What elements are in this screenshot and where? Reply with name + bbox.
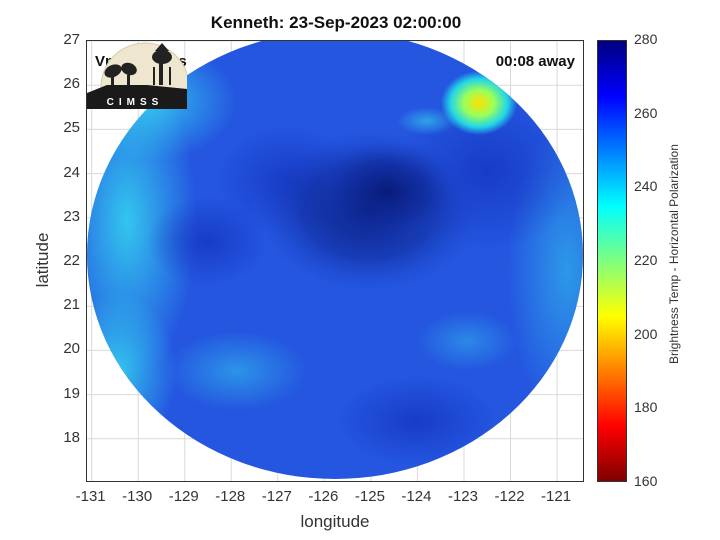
y-tick-label: 21 <box>63 296 80 314</box>
brightness-temp-map <box>87 41 583 481</box>
colorbar-tick-label: 160 <box>634 473 658 489</box>
y-tick-label: 24 <box>63 163 80 181</box>
map-plot-area: Vmax: 24 kts 00:08 away CIMSS <box>86 40 584 482</box>
microwave-swath <box>87 41 583 479</box>
time-away-label: 00:08 away <box>495 53 575 70</box>
x-tick-label: -124 <box>401 488 432 505</box>
x-tick-label: -128 <box>215 488 246 505</box>
colorbar <box>597 40 627 482</box>
x-tick-label: -122 <box>494 488 525 505</box>
colorbar-tick-label: 200 <box>634 325 658 342</box>
logo-text: CIMSS <box>107 97 164 108</box>
colorbar-tick-label: 280 <box>634 31 658 47</box>
chart-title: Kenneth: 23-Sep-2023 02:00:00 <box>210 13 462 32</box>
x-axis-label: longitude <box>300 512 370 531</box>
colorbar-tick-label: 220 <box>634 252 658 268</box>
x-tick-label: -125 <box>354 488 385 505</box>
x-tick-label: -126 <box>308 488 339 505</box>
y-tick-label: 25 <box>63 119 80 137</box>
x-tick-label: -121 <box>541 488 572 505</box>
cimss-logo: CIMSS <box>87 42 187 109</box>
y-axis-label: latitude <box>33 232 52 288</box>
y-tick-label: 20 <box>63 340 80 358</box>
y-tick-label: 26 <box>63 75 80 93</box>
colorbar-tick-label: 180 <box>634 399 658 416</box>
x-tick-label: -130 <box>122 488 153 505</box>
x-tick-label: -129 <box>168 488 199 505</box>
colorbar-tick-label: 260 <box>634 104 658 121</box>
y-tick-label: 18 <box>63 428 80 446</box>
colorbar-label: Brightness Temp - Horizontal Polarizatio… <box>667 144 681 364</box>
y-tick-label: 19 <box>63 384 80 402</box>
y-tick-label: 22 <box>63 252 80 269</box>
x-tick-label: -127 <box>261 488 292 505</box>
colorbar-tick-label: 240 <box>634 178 658 195</box>
x-tick-label: -131 <box>75 488 106 505</box>
y-tick-label: 27 <box>63 31 80 48</box>
y-tick-label: 23 <box>63 207 80 225</box>
x-tick-label: -123 <box>447 488 478 505</box>
